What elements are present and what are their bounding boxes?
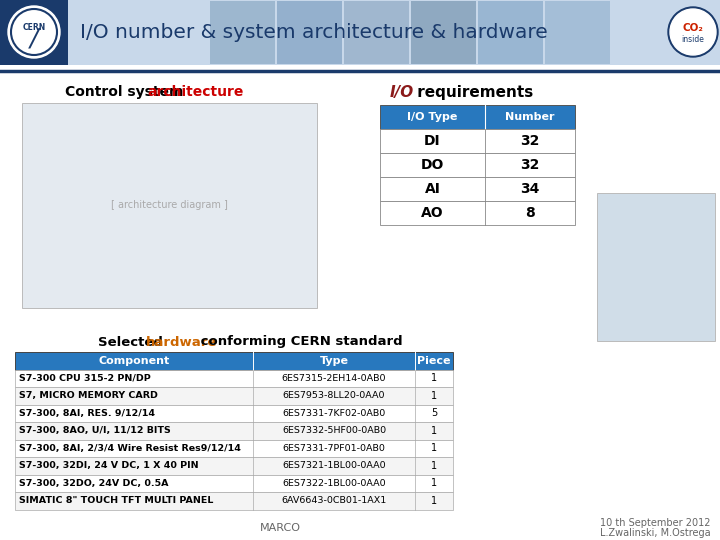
Circle shape <box>670 9 716 55</box>
Text: 6ES7321-1BL00-0AA0: 6ES7321-1BL00-0AA0 <box>282 461 386 470</box>
Text: 34: 34 <box>521 182 540 196</box>
Bar <box>380 153 575 177</box>
Bar <box>22 103 317 308</box>
Bar <box>15 492 453 510</box>
Bar <box>15 404 453 422</box>
Text: 1: 1 <box>431 426 437 436</box>
Text: S7-300, 8AI, RES. 9/12/14: S7-300, 8AI, RES. 9/12/14 <box>19 409 155 418</box>
Text: AO: AO <box>421 206 444 220</box>
Text: conforming CERN standard: conforming CERN standard <box>196 335 402 348</box>
Text: Number: Number <box>505 112 554 122</box>
Text: Selected: Selected <box>98 335 168 348</box>
Text: 32: 32 <box>521 134 540 148</box>
Text: requirements: requirements <box>412 84 534 99</box>
Bar <box>411 1 476 64</box>
Text: Control system: Control system <box>65 85 188 99</box>
Text: 6ES7322-1BL00-0AA0: 6ES7322-1BL00-0AA0 <box>282 479 386 488</box>
Bar <box>15 440 453 457</box>
Circle shape <box>668 7 718 57</box>
Circle shape <box>8 6 60 58</box>
Bar <box>380 129 575 153</box>
Bar <box>380 105 575 129</box>
Text: S7-300, 8AI, 2/3/4 Wire Resist Res9/12/14: S7-300, 8AI, 2/3/4 Wire Resist Res9/12/1… <box>19 444 241 453</box>
Text: 6ES7331-7KF02-0AB0: 6ES7331-7KF02-0AB0 <box>282 409 386 418</box>
Text: 32: 32 <box>521 158 540 172</box>
Text: 1: 1 <box>431 443 437 453</box>
Text: I/O Type: I/O Type <box>408 112 458 122</box>
Text: 5: 5 <box>431 408 437 418</box>
Text: 10 th September 2012: 10 th September 2012 <box>600 518 711 528</box>
Text: 1: 1 <box>431 461 437 471</box>
Text: CO₂: CO₂ <box>683 23 703 33</box>
Text: S7-300, 32DI, 24 V DC, 1 X 40 PIN: S7-300, 32DI, 24 V DC, 1 X 40 PIN <box>19 461 199 470</box>
Text: 1: 1 <box>431 496 437 506</box>
Text: S7-300 CPU 315-2 PN/DP: S7-300 CPU 315-2 PN/DP <box>19 374 150 383</box>
Text: /: / <box>30 27 38 51</box>
Bar <box>15 422 453 440</box>
Text: L.Zwalinski, M.Ostrega: L.Zwalinski, M.Ostrega <box>600 528 711 538</box>
Text: S7, MICRO MEMORY CARD: S7, MICRO MEMORY CARD <box>19 392 158 400</box>
Text: 6ES7332-5HF00-0AB0: 6ES7332-5HF00-0AB0 <box>282 426 386 435</box>
Text: 6AV6643-0CB01-1AX1: 6AV6643-0CB01-1AX1 <box>282 496 387 505</box>
Text: 1: 1 <box>431 391 437 401</box>
Text: 8: 8 <box>525 206 535 220</box>
Text: hardware: hardware <box>146 335 217 348</box>
Text: architecture: architecture <box>147 85 243 99</box>
Text: I/O number & system architecture & hardware: I/O number & system architecture & hardw… <box>80 23 548 42</box>
Text: S7-300, 8AO, U/I, 11/12 BITS: S7-300, 8AO, U/I, 11/12 BITS <box>19 426 171 435</box>
Text: MARCO: MARCO <box>259 523 300 533</box>
Text: Type: Type <box>320 356 348 366</box>
Text: 6ES7953-8LL20-0AA0: 6ES7953-8LL20-0AA0 <box>283 392 385 400</box>
Bar <box>15 475 453 492</box>
Text: Piece: Piece <box>418 356 451 366</box>
Text: [ architecture diagram ]: [ architecture diagram ] <box>111 200 228 211</box>
Text: I/O: I/O <box>390 84 414 99</box>
Text: 6ES7315-2EH14-0AB0: 6ES7315-2EH14-0AB0 <box>282 374 386 383</box>
Bar <box>545 1 610 64</box>
Bar <box>15 352 453 369</box>
Bar <box>380 201 575 225</box>
Text: DO: DO <box>420 158 444 172</box>
Text: CERN: CERN <box>22 23 45 31</box>
Text: 1: 1 <box>431 373 437 383</box>
Text: S7-300, 32DO, 24V DC, 0.5A: S7-300, 32DO, 24V DC, 0.5A <box>19 479 168 488</box>
Text: Component: Component <box>99 356 170 366</box>
Bar <box>277 1 342 64</box>
Text: 6ES7331-7PF01-0AB0: 6ES7331-7PF01-0AB0 <box>282 444 385 453</box>
Bar <box>0 0 720 65</box>
Bar <box>380 177 575 201</box>
Bar <box>597 193 715 341</box>
Text: 1: 1 <box>431 478 437 488</box>
Text: AI: AI <box>425 182 441 196</box>
Bar <box>0 0 68 65</box>
Bar <box>478 1 543 64</box>
Bar <box>210 1 275 64</box>
Text: DI: DI <box>424 134 441 148</box>
Text: SIMATIC 8" TOUCH TFT MULTI PANEL: SIMATIC 8" TOUCH TFT MULTI PANEL <box>19 496 213 505</box>
Bar <box>15 369 453 387</box>
Bar <box>15 387 453 404</box>
Text: inside: inside <box>682 36 704 44</box>
Bar <box>15 457 453 475</box>
Bar <box>344 1 409 64</box>
